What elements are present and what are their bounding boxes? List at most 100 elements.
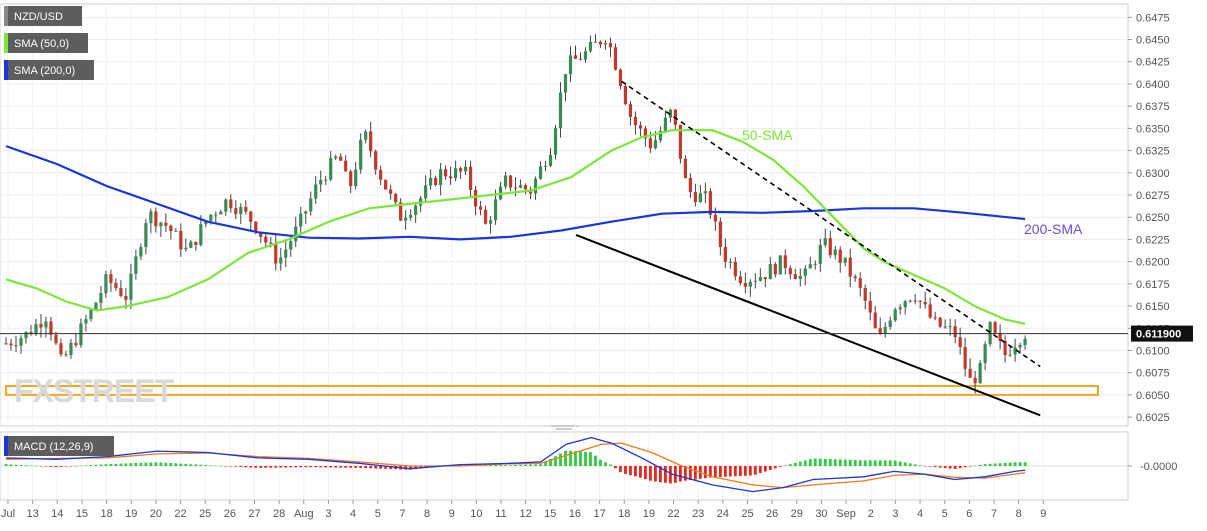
candle-body [943,326,947,328]
macd-hist-bar [629,466,632,476]
candle-body [763,277,767,280]
macd-hist-bar [199,464,203,466]
macd-hist-bar [409,466,413,470]
macd-hist-bar [983,464,987,466]
candle-body [683,158,687,179]
macd-hist-bar [868,460,872,466]
macd-hist-bar [349,466,353,468]
macd-hist-bar [264,466,268,468]
candle-body [598,41,603,45]
candle-body [793,274,797,280]
legend-label: SMA (200,0) [14,65,75,77]
candle-body [409,214,413,218]
macd-hist-bar [179,463,183,466]
candles [4,34,1027,394]
candle-body [803,268,807,276]
x-tick-label: 2 [868,508,874,520]
macd-hist-bar [609,464,612,466]
solid-trendline [575,234,1041,417]
candle-body [44,321,48,328]
macd-hist-bar [599,459,602,466]
candle-body [359,139,363,170]
candle-body [698,193,702,202]
macd-hist-bar [89,465,93,466]
candle-body [648,138,653,149]
macd-legend-box [4,436,114,456]
macd-hist-bar [24,465,28,466]
macd-hist-bar [174,463,178,466]
candle-body [903,301,907,308]
macd-hist-bar [848,459,852,466]
macd-histogram [4,450,1027,484]
macd-hist-bar [124,463,128,466]
macd-hist-bar [649,466,652,481]
macd-hist-bar [644,466,647,480]
legend-label: NZD/USD [14,11,63,23]
y-tick-label: 0.6375 [1136,101,1170,113]
macd-zero-label: -0.0000 [1140,461,1177,473]
candle-body [628,104,633,117]
candle-body [833,249,837,256]
macd-hist-bar [279,466,283,468]
macd-hist-bar [64,466,68,467]
macd-hist-bar [139,462,143,466]
macd-hist-bar [963,466,967,468]
x-tick-label: 9 [1040,508,1046,520]
candle-body [873,312,877,329]
sma50-annotation: 50-SMA [742,127,793,143]
y-tick-label: 0.6100 [1136,345,1170,357]
candle-body [733,261,737,277]
macd-hist-bar [988,463,992,466]
macd-hist-bar [319,466,323,468]
x-tick-label: 22 [667,508,679,520]
candle-body [24,332,28,339]
candle-body [134,256,138,274]
candle-body [583,51,588,60]
macd-hist-bar [209,465,213,466]
candle-body [54,334,58,344]
macd-hist-bar [778,466,782,467]
candle-body [344,160,348,172]
candle-body [773,264,777,275]
candle-body [908,300,912,302]
candle-body [973,377,977,384]
candle-body [718,221,722,247]
macd-hist-bar [693,466,697,480]
candle-body [314,184,318,199]
macd-hist-bar [808,459,812,466]
macd-hist-bar [314,466,318,468]
x-tick-label: 15 [76,508,88,520]
candle-body [663,117,668,131]
macd-hist-bar [114,463,118,466]
legend-label: SMA (50,0) [14,38,69,50]
candle-body [813,263,817,265]
candle-body [309,198,313,212]
candle-body [578,58,583,60]
macd-hist-bar [619,466,622,473]
candle-body [783,255,787,269]
candle-body [983,344,987,364]
candle-body [463,166,468,172]
sma50-line [5,129,1026,325]
candle-body [863,287,867,301]
x-tick-label: 18 [618,508,630,520]
macd-hist-bar [654,466,657,482]
x-tick-label: 3 [325,508,331,520]
candle-body [319,180,323,185]
macd-hist-bar [164,462,168,466]
candle-body [513,187,518,189]
x-tick-label: 4 [917,508,923,520]
macd-hist-bar [144,462,148,466]
y-tick-label: 0.6300 [1136,168,1170,180]
macd-hist-bar [509,465,512,466]
macd-hist-bar [898,461,902,466]
macd-hist-bar [544,461,547,466]
candle-body [169,225,173,232]
macd-hist-bar [334,466,338,468]
candle-body [94,302,98,310]
x-tick-label: 15 [544,508,556,520]
x-tick-label: 10 [470,508,482,520]
x-tick-label: 5 [942,508,948,520]
macd-hist-bar [943,466,947,469]
candle-body [798,275,802,280]
